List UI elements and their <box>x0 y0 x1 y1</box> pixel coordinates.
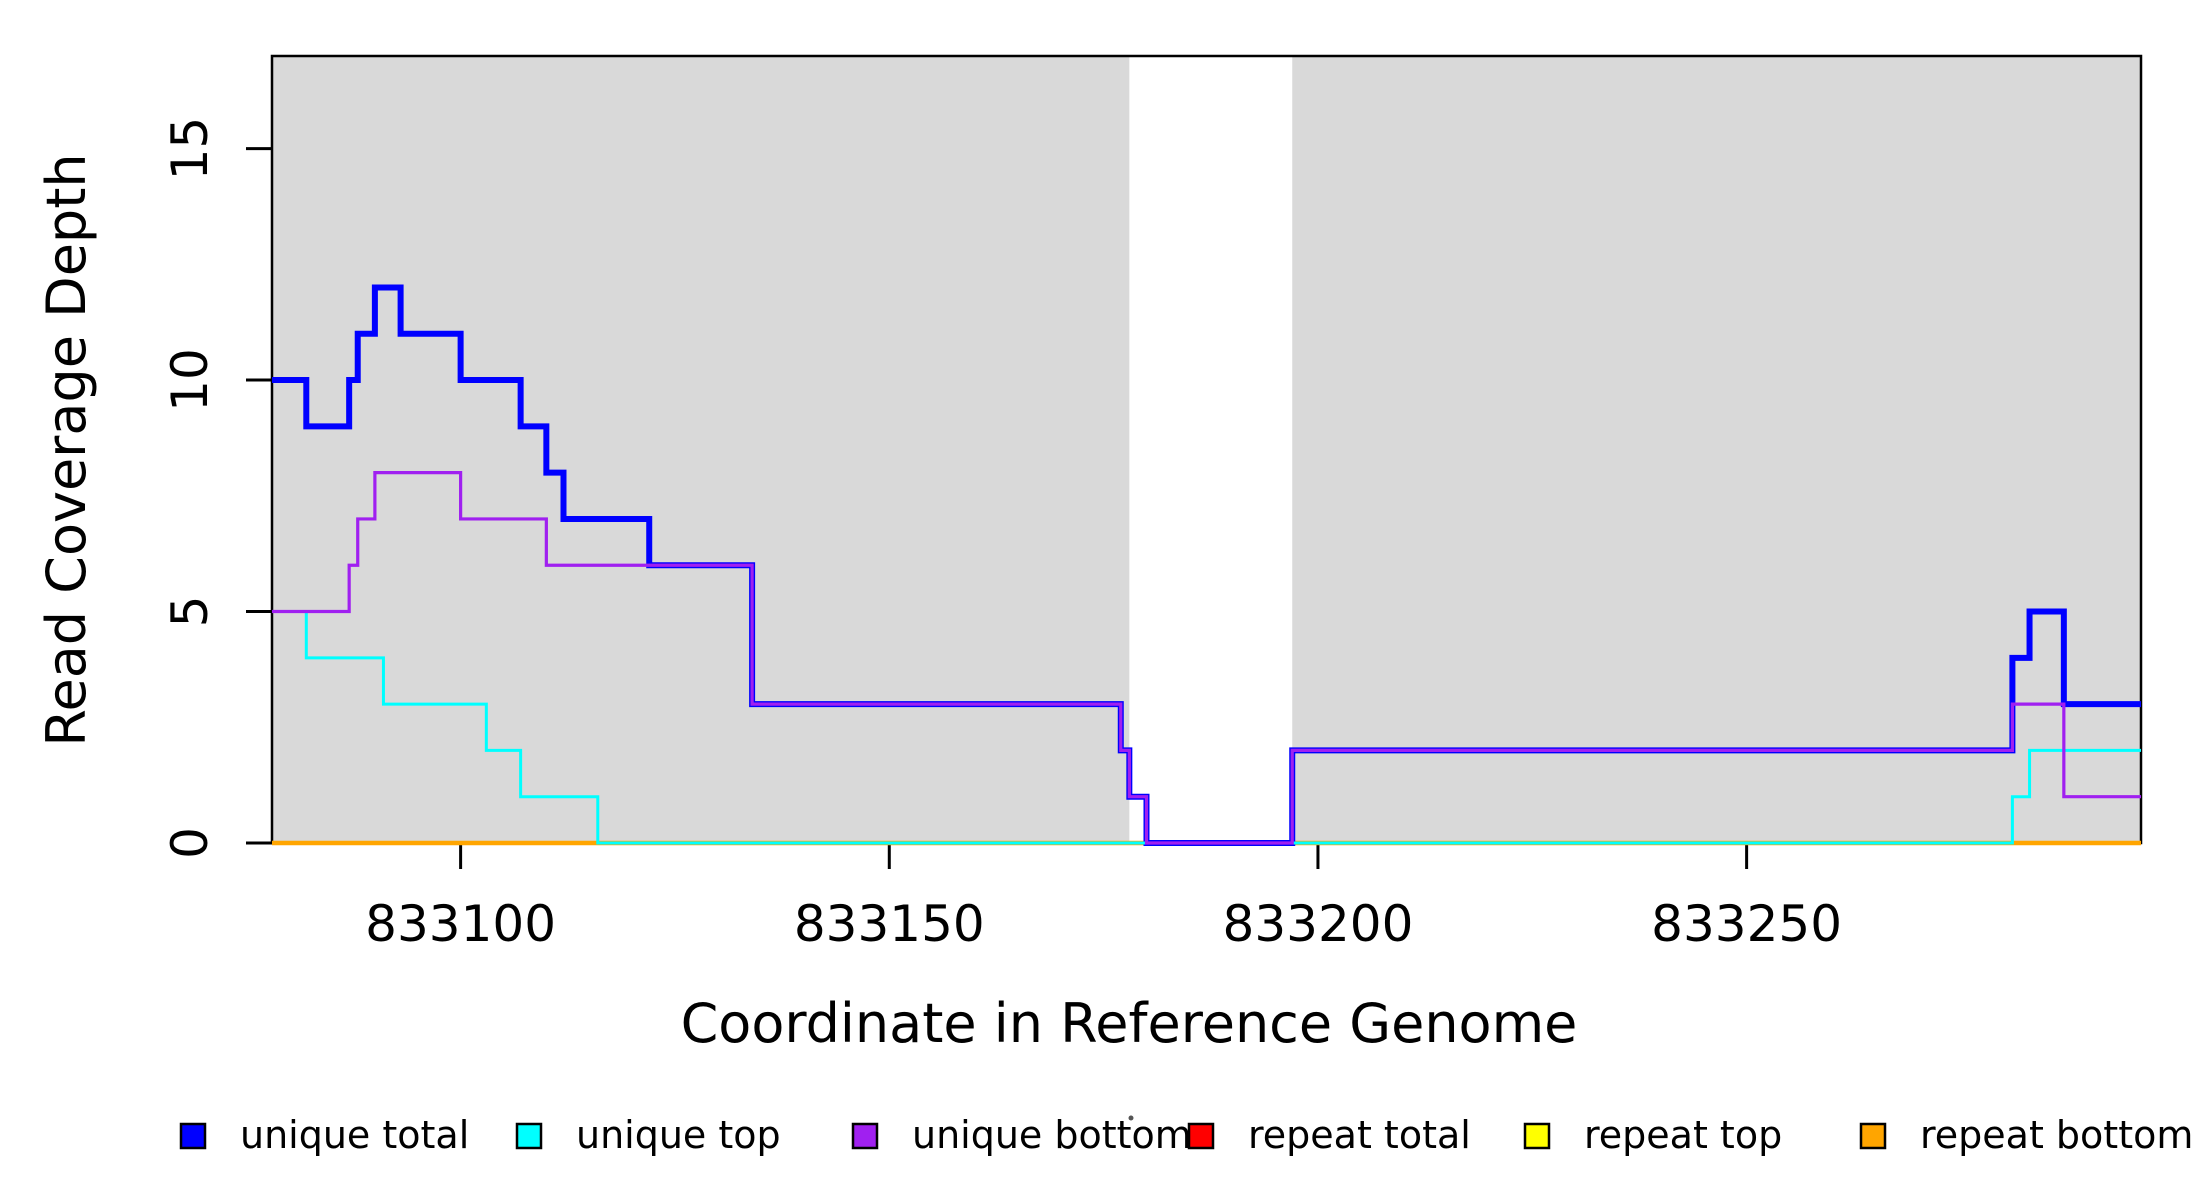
legend-item-unique-bottom: unique bottom <box>851 1113 1192 1157</box>
masked-region <box>272 56 1130 843</box>
series-unique-bottom <box>272 471 2141 845</box>
legend-swatch-unique-top <box>515 1122 543 1150</box>
series-lines <box>272 284 2141 846</box>
x-tick-label: 833150 <box>794 895 985 953</box>
legend-label: repeat top <box>1584 1113 1782 1157</box>
legend-item-repeat-top: repeat top <box>1523 1113 1782 1157</box>
legend: unique total unique top unique bottom repea… <box>179 1113 2193 1157</box>
legend-item-repeat-bottom: repeat bottom <box>1859 1113 2193 1157</box>
legend-label: unique top <box>576 1113 781 1157</box>
legend-swatch-repeat-top <box>1523 1122 1551 1150</box>
x-tick-label: 833250 <box>1651 895 1842 953</box>
x-tick-label: 833200 <box>1223 895 1414 953</box>
legend-item-unique-top: unique top <box>515 1113 781 1157</box>
y-tick-label: 5 <box>161 596 219 628</box>
legend-label: unique bottom <box>912 1113 1192 1157</box>
x-tick-label: 833100 <box>365 895 556 953</box>
legend-item-repeat-total: repeat total <box>1187 1113 1471 1157</box>
y-axis-title: Read Coverage Depth <box>35 153 98 746</box>
series-unique-top <box>272 610 2141 845</box>
legend-swatch-unique-bottom <box>851 1122 879 1150</box>
legend-label: repeat total <box>1248 1113 1471 1157</box>
legend-swatch-repeat-total <box>1187 1122 1215 1150</box>
y-tick-label: 15 <box>161 117 219 181</box>
y-axis: 0 5 10 15 <box>161 117 272 859</box>
legend-item-unique-total: unique total <box>179 1113 469 1157</box>
y-tick-label: 10 <box>161 348 219 412</box>
stray-dot <box>1128 1115 1134 1121</box>
masked-region <box>1292 56 2141 843</box>
legend-label: unique total <box>240 1113 469 1157</box>
legend-label: repeat bottom <box>1920 1113 2193 1157</box>
y-tick-label: 0 <box>161 827 219 859</box>
legend-swatch-repeat-bottom <box>1859 1122 1887 1150</box>
x-axis: 833100 833150 833200 833250 <box>365 843 1842 953</box>
x-axis-title: Coordinate in Reference Genome <box>681 992 1578 1055</box>
legend-swatch-unique-total <box>179 1122 207 1150</box>
masked-regions <box>272 56 2141 843</box>
